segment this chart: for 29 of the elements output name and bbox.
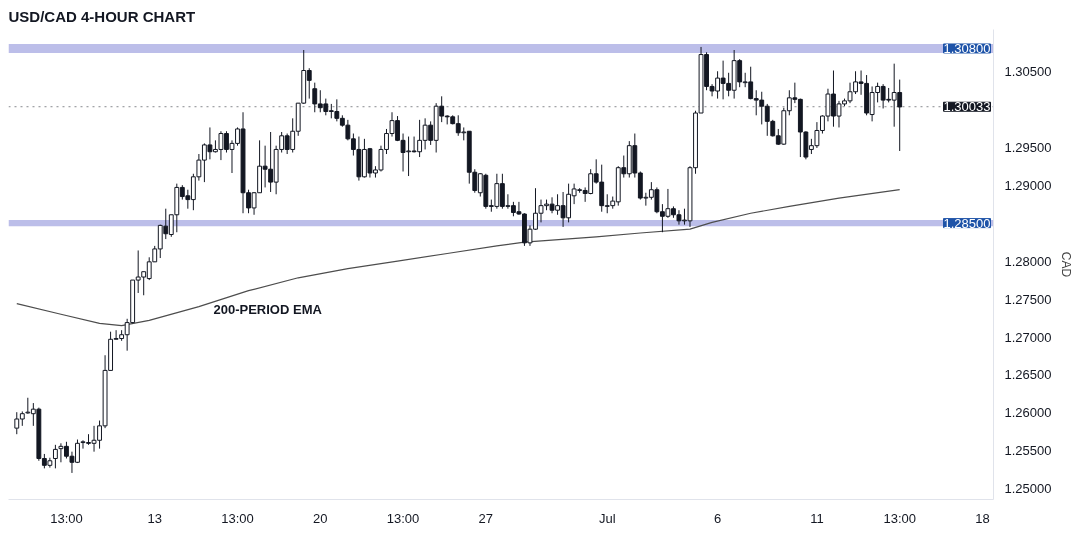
annotation: 200-PERIOD EMA	[213, 302, 323, 317]
x-tick-label: 13:00	[386, 510, 420, 526]
x-tick-label: 13	[147, 510, 162, 526]
x-tick-label: 11	[810, 510, 824, 526]
y-tick-label: 1.27000	[1004, 329, 1052, 345]
candlestick	[52, 444, 58, 469]
y-tick-label: 1.25000	[1004, 481, 1052, 497]
y-tick-label: 1.25500	[1004, 443, 1052, 459]
x-tick-label: 6	[713, 510, 722, 526]
x-tick-label: 27	[478, 510, 494, 526]
x-tick-label: 18	[975, 510, 990, 526]
y-tick-label: 1.27500	[1004, 291, 1052, 307]
y-tick-label: 1.29500	[1004, 139, 1052, 155]
y-tick-label: 1.29000	[1004, 177, 1052, 193]
line-series	[16, 189, 901, 327]
x-tick-label: Jul	[598, 510, 616, 526]
chart-title: USD/CAD 4-HOUR CHART	[8, 7, 196, 25]
band-label: 1.28500	[943, 215, 991, 231]
x-tick-label: 13:00	[883, 510, 916, 526]
y-tick-label: 1.30500	[1004, 63, 1052, 79]
x-tick-label: 13:00	[221, 510, 254, 526]
x-tick-label: 20	[313, 510, 328, 526]
ref-line-label: 1.30033	[943, 99, 991, 115]
x-tick-label: 13:00	[50, 510, 83, 526]
y-axis-title: CAD	[1059, 251, 1074, 278]
band-label: 1.30800	[943, 40, 991, 56]
y-tick-label: 1.28000	[1004, 253, 1052, 269]
y-tick-label: 1.26000	[1004, 405, 1052, 421]
y-tick-label: 1.26500	[1004, 367, 1052, 383]
